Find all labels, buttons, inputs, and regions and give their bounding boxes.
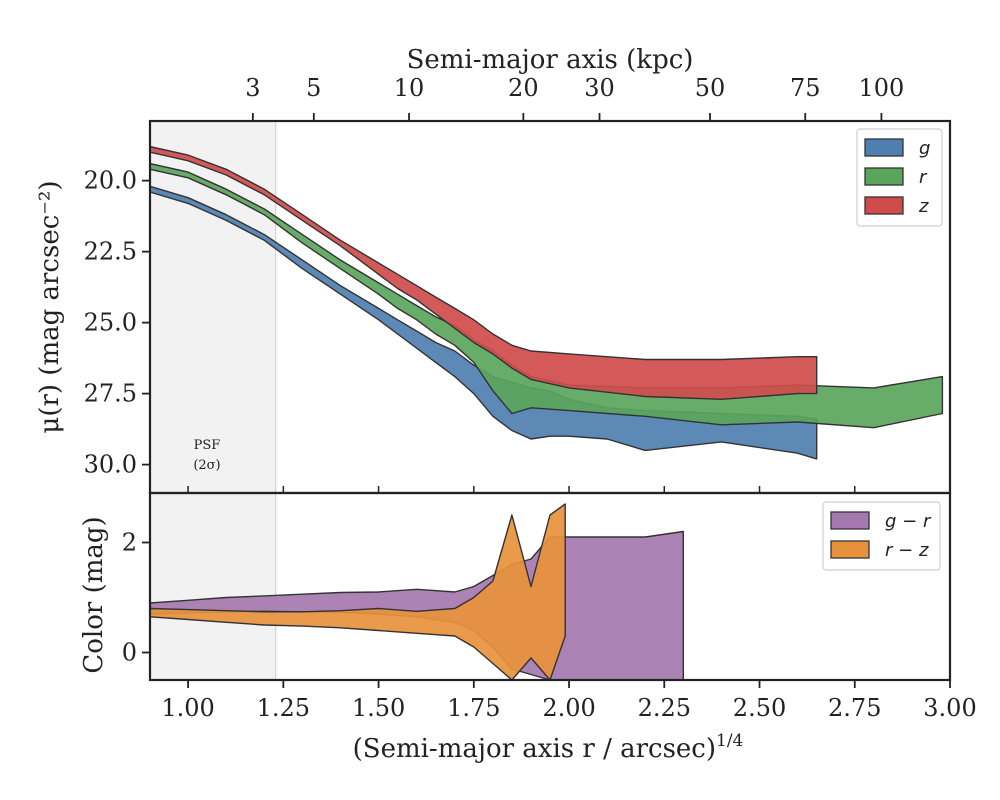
sb-band-g <box>150 185 818 460</box>
top-x-tick-label: 20 <box>508 74 539 102</box>
top-x-tick-label: 75 <box>790 74 821 102</box>
axis-ticks: 1.00 1.25 1.50 1.75 2.00 2.25 2.50 2.75 3.00 20.0… <box>84 74 977 722</box>
legend-label-g-r: g − r <box>885 511 932 532</box>
bottom-x-axis-title-exponent: 1/4 <box>716 731 743 751</box>
y-tick-label: 2 <box>122 529 137 557</box>
legend-label-r-z: r − z <box>885 540 929 561</box>
top-x-axis-title: Semi-major axis (kpc) <box>407 45 694 75</box>
legend-swatch-g-r <box>830 511 870 530</box>
color-bands <box>150 503 684 680</box>
legend-surface-brightness: grz <box>856 128 943 227</box>
legend-swatch-z <box>864 196 904 215</box>
y-tick-label: 0 <box>122 639 137 667</box>
y-axis-title-surface-brightness: μ(r) (mag arcsec⁻²) <box>35 180 65 433</box>
top-x-tick-label: 3 <box>245 74 260 102</box>
x-tick-label: 3.00 <box>923 694 976 722</box>
legend-label-g: g <box>919 138 930 159</box>
x-tick-label: 1.00 <box>161 694 214 722</box>
top-x-tick-label: 100 <box>859 74 905 102</box>
legend-label-lhs: g <box>885 511 896 532</box>
bottom-x-axis-title: (Semi-major axis r / arcsec)1/4 <box>353 731 744 764</box>
y-tick-label: 22.5 <box>84 238 137 266</box>
psf-label: PSF <box>194 438 221 453</box>
x-tick-label: 1.25 <box>257 694 310 722</box>
legend-label-rhs: z <box>918 540 929 561</box>
legend-swatch-r-z <box>830 540 870 559</box>
y-tick-label: 20.0 <box>84 167 137 195</box>
x-tick-label: 1.50 <box>352 694 405 722</box>
bottom-x-axis-title-text: (Semi-major axis r / arcsec) <box>353 734 716 764</box>
top-x-tick-label: 30 <box>584 74 615 102</box>
top-x-tick-label: 10 <box>394 74 425 102</box>
legend-color: g − rr − z <box>822 501 941 571</box>
y-axis-title-color: Color (mag) <box>79 516 109 673</box>
legend-swatch-g <box>864 138 904 157</box>
legend-label-lhs: r <box>885 540 894 561</box>
legend-label-operator: − <box>896 511 923 532</box>
legend-label-rhs: r <box>923 511 932 532</box>
y-tick-label: 25.0 <box>84 309 137 337</box>
x-tick-label: 2.25 <box>638 694 691 722</box>
x-tick-label: 2.00 <box>542 694 595 722</box>
sb-band-r <box>150 162 944 429</box>
psf-region-bottom <box>149 492 277 681</box>
legend-label-r: r <box>919 167 928 188</box>
sb-band-z <box>150 145 818 400</box>
legend-label-operator: − <box>892 540 919 561</box>
surface-brightness-bands <box>150 145 944 460</box>
x-tick-label: 2.75 <box>828 694 881 722</box>
x-tick-label: 2.50 <box>733 694 786 722</box>
y-tick-label: 30.0 <box>84 451 137 479</box>
y-tick-label: 27.5 <box>84 380 137 408</box>
x-tick-label: 1.75 <box>447 694 500 722</box>
psf-sigma-label: (2σ) <box>193 458 220 473</box>
top-x-tick-label: 5 <box>306 74 321 102</box>
bottom-panel-frame <box>148 491 952 682</box>
top-x-tick-label: 50 <box>695 74 726 102</box>
legend-swatch-r <box>864 167 904 186</box>
color-band-r-z <box>150 503 566 680</box>
legend-label-z: z <box>918 196 929 217</box>
